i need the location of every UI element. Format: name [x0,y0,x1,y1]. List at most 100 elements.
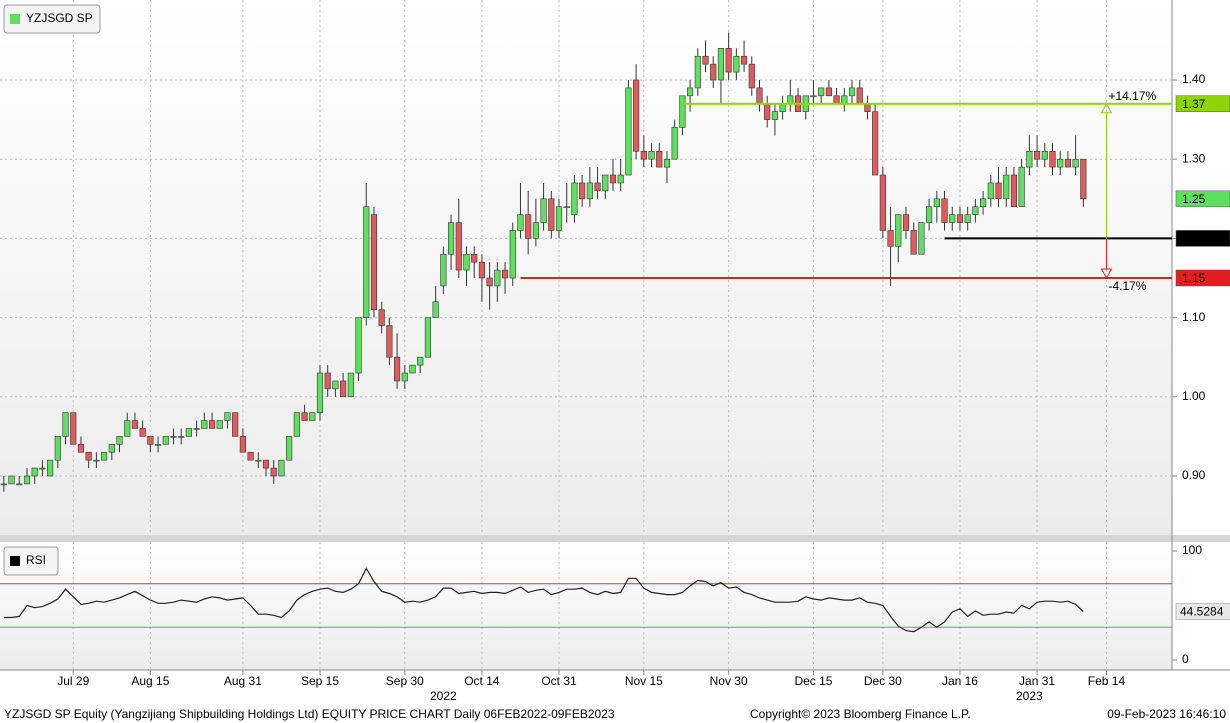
candle-body [101,451,108,461]
candle-body [394,356,401,382]
x-tick-label: Aug 15 [131,674,169,688]
candle-body [833,95,840,105]
candle-body [185,428,192,437]
candle-body [39,467,46,470]
candle-body [70,412,77,445]
candle-body [193,428,200,430]
candle-body [309,412,316,421]
candle-body [548,198,555,231]
candle-body [85,451,92,461]
candle-body [147,436,154,445]
x-tick-label: Jan 31 [1019,674,1055,688]
candle-body [1064,158,1071,168]
candle-body [455,222,462,271]
candle-body [964,214,971,223]
candle-body [154,444,162,446]
candle-body [93,459,100,462]
candle-body [463,253,470,271]
candle-body [987,182,994,200]
candle-body [170,436,177,438]
candle-body [733,55,740,73]
rsi-tag-label: 44.5284 [1180,605,1224,619]
y-tick-label: 100 [1182,543,1202,557]
candle-body [918,222,925,255]
candle-body [656,150,663,168]
range-up-label: +14.17% [1108,89,1156,103]
y-tick-label: 1.30 [1182,151,1206,165]
candle-body [216,420,223,429]
rsi-line [3,567,1084,633]
candle-body [702,55,709,65]
candle-body [717,48,725,81]
candle-body [725,48,732,73]
candle-body [579,182,586,200]
x-tick-label: Sep 15 [301,674,339,688]
candle-body [124,420,131,437]
level-tag [1175,95,1230,113]
candle-body [1026,150,1033,168]
candle-body [810,95,817,98]
legend-box [3,4,101,34]
legend-swatch [10,14,20,24]
candle-body [609,174,617,184]
x-tick-label: Jan 16 [942,674,978,688]
candle-body [671,127,678,160]
candle-body [1072,158,1079,168]
candle-body [386,325,393,358]
legend-box [3,546,59,576]
candle-body [301,412,308,421]
candle-body [286,436,293,461]
candle-body [139,428,146,437]
candle-body [486,277,493,287]
candle-body [525,214,532,239]
candle-body [663,158,671,168]
candle-body [679,95,686,128]
candle-body [1057,158,1064,168]
candle-body [872,111,879,176]
candle-body [316,372,324,413]
candle-body [887,230,894,247]
candle-body [995,182,1002,200]
price-panel [0,0,1172,535]
footer-timestamp: 09-Feb-2023 16:46:10 [1107,707,1226,721]
candle-body [771,111,778,120]
candle-body [856,87,863,105]
x-tick-label: Jul 29 [57,674,89,688]
candle-body [23,475,31,485]
candle-body [401,372,408,382]
candle-body [787,95,794,105]
candle-body [748,63,755,89]
x-tick-label: Aug 31 [224,674,262,688]
y-tick-label: 0 [1182,652,1189,666]
candle-body [162,436,169,445]
level-tag [1175,230,1230,247]
candle-body [864,103,871,112]
footer-description: YZJSGD SP Equity (Yangzijiang Shipbuildi… [4,707,615,721]
candle-body [640,150,647,160]
candle-body [224,412,231,421]
candle-body [825,87,832,97]
rsi-panel [0,542,1172,670]
candle-body [563,206,570,209]
candle-body [178,436,185,438]
candle-body [270,467,277,477]
candle-body [494,269,501,287]
candle-body [949,214,956,223]
range-up-head [1100,102,1113,114]
candle-body [764,103,771,120]
candle-body [902,214,910,231]
candle-body [201,420,208,429]
candle-body [633,79,640,152]
legend-swatch [10,556,20,566]
x-tick-label: Feb 14 [1088,674,1126,688]
candle-body [848,87,856,97]
range-down-head [1100,268,1113,280]
footer-copyright: Copyright© 2023 Bloomberg Finance L.P. [750,707,971,721]
candle-body [980,198,987,208]
x-tick-label: Oct 31 [541,674,577,688]
candle-body [710,63,717,81]
candle-body [540,198,547,223]
candle-body [478,261,485,279]
year-label: 2022 [430,689,457,703]
candle-body [131,420,139,429]
